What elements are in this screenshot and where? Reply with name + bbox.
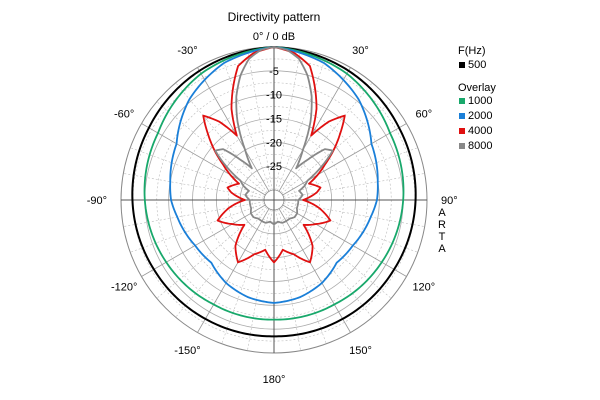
side-label-letter: A	[438, 243, 446, 255]
legend-swatch-2000	[459, 113, 465, 119]
angle-tick-label: -120°	[111, 282, 137, 294]
legend-label-1000: 1000	[468, 95, 492, 107]
grid-spoke-major	[197, 67, 270, 192]
legend-header: F(Hz)	[458, 45, 486, 57]
angle-tick-label: 90°	[441, 195, 458, 207]
angle-tick-label: -60°	[114, 109, 134, 121]
series-curve-8000	[214, 46, 334, 226]
radial-tick-label: -15	[266, 114, 282, 126]
legend-label-2000: 2000	[468, 110, 492, 122]
legend-label-500: 500	[468, 59, 486, 71]
angle-tick-label: 120°	[412, 282, 435, 294]
radial-tick-label: -5	[269, 66, 279, 78]
grid-spoke-major	[278, 67, 351, 192]
legend-swatch-4000	[459, 128, 465, 134]
legend-label-8000: 8000	[468, 140, 492, 152]
angle-tick-label: -30°	[177, 45, 197, 57]
grid-spoke-major	[141, 123, 266, 196]
legend-swatch-500	[459, 62, 465, 68]
radial-tick-label: -25	[266, 161, 282, 173]
grid-spoke-major	[197, 208, 270, 333]
side-label-letter: T	[439, 231, 446, 243]
grid-spoke-major	[282, 123, 407, 196]
legend-swatch-8000	[459, 143, 465, 149]
angle-tick-label: -150°	[174, 345, 200, 357]
legend-swatch-1000	[459, 98, 465, 104]
legend-overlay-label: Overlay	[458, 82, 496, 94]
angle-tick-label: -90°	[87, 195, 107, 207]
chart-title: Directivity pattern	[228, 10, 321, 24]
angle-tick-label: 30°	[352, 45, 369, 57]
angle-tick-label: 150°	[349, 345, 372, 357]
side-label-letter: A	[438, 207, 446, 219]
side-label-letter: R	[438, 219, 446, 231]
grid-spoke-major	[282, 204, 407, 277]
grid-spoke-major	[278, 208, 351, 333]
legend-label-4000: 4000	[468, 125, 492, 137]
grid-spoke-major	[141, 204, 266, 277]
radial-tick-label: -10	[266, 90, 282, 102]
radial-tick-label: -20	[266, 137, 282, 149]
angle-tick-label: 180°	[263, 374, 286, 386]
angle-tick-label: 60°	[416, 109, 433, 121]
reference-label: 0° / 0 dB	[253, 31, 295, 43]
